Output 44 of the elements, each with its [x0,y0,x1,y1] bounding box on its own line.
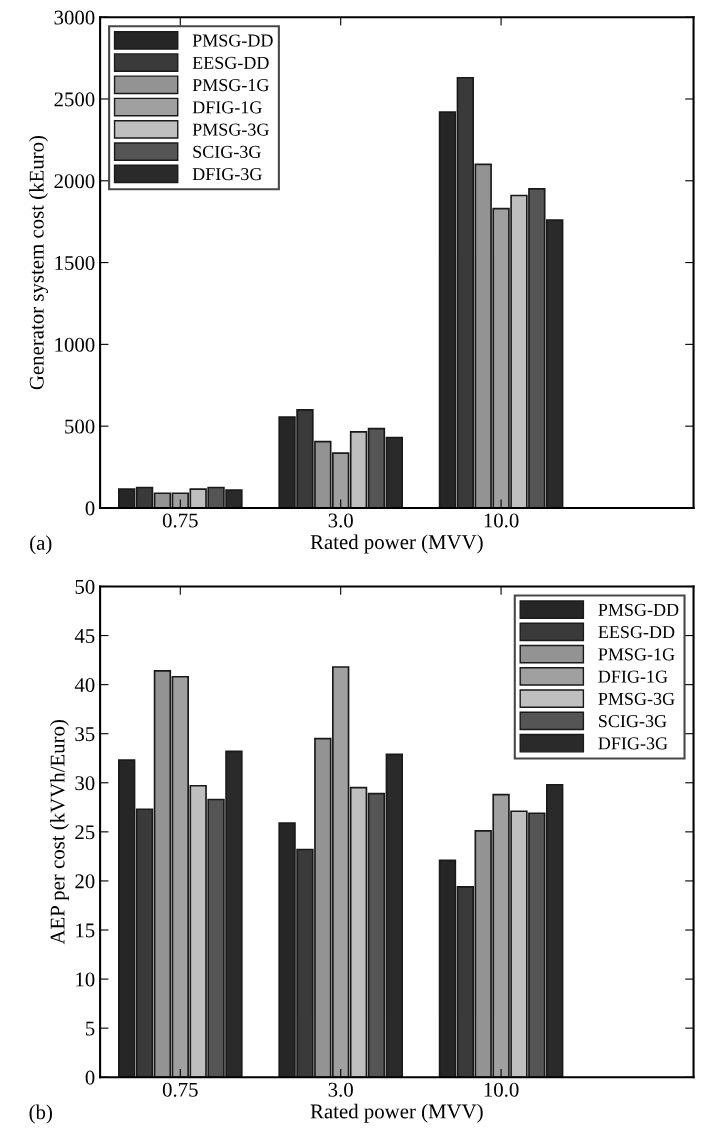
legend-label: PMSG-1G [598,648,675,661]
legend-label: PMSG-3G [192,123,269,136]
y-tick-label: 15 [76,923,95,938]
y-tick-label: 30 [75,776,95,791]
x-axis-title: Rated power (MVV) [310,534,483,554]
y-tick-label: 20 [75,874,95,889]
legend-label: DFIG-3G [192,168,262,181]
text: (b) [29,1104,52,1124]
x-tick-label: 3.0 [328,1082,353,1097]
y-tick-label: 1500 [55,255,95,271]
x-tick-label: 10.0 [484,1082,519,1097]
legend-label: SCIG-3G [599,715,667,728]
x-tick-label: 3.0 [328,513,353,528]
x-tick-label: 10.0 [484,513,519,528]
y-axis-title: Generator system cost (kEuro) [29,135,49,390]
y-tick-label: 0 [85,501,95,516]
legend-label: PMSG-DD [192,34,273,47]
y-tick-label: 40 [74,678,95,693]
x-tick-label: 0.75 [162,1082,198,1097]
y-tick-label: 35 [75,727,95,742]
x-axis-title: Rated power (MVV) [310,1103,483,1123]
legend-label: EESG-DD [192,56,269,69]
y-tick-label: 50 [75,579,95,594]
y-tick-label: 10 [76,972,95,987]
y-tick-label: 25 [75,825,95,840]
y-tick-label: 2000 [54,174,95,189]
x-tick-label: 0.75 [162,513,198,528]
y-axis-title: AEP per cost (kVVh/Euro) [49,720,69,945]
legend-label: PMSG-1G [192,79,269,92]
y-tick-label: 3000 [54,10,95,25]
legend-label: EESG-DD [598,626,675,639]
legend-label: DFIG-1G [192,101,262,114]
y-tick-label: 500 [65,419,95,434]
legend-label: DFIG-1G [598,670,668,683]
y-tick-label: 5 [86,1021,95,1036]
legend-label: PMSG-3G [598,692,675,705]
y-tick-label: 1000 [55,337,95,352]
legend-label: SCIG-3G [193,145,261,158]
text: (a) [30,535,52,555]
y-tick-label: 2500 [54,92,95,107]
y-tick-label: 45 [74,629,95,643]
legend-label: DFIG-3G [598,737,668,750]
y-tick-label: 0 [85,1070,95,1085]
legend-label: PMSG-DD [598,603,679,616]
